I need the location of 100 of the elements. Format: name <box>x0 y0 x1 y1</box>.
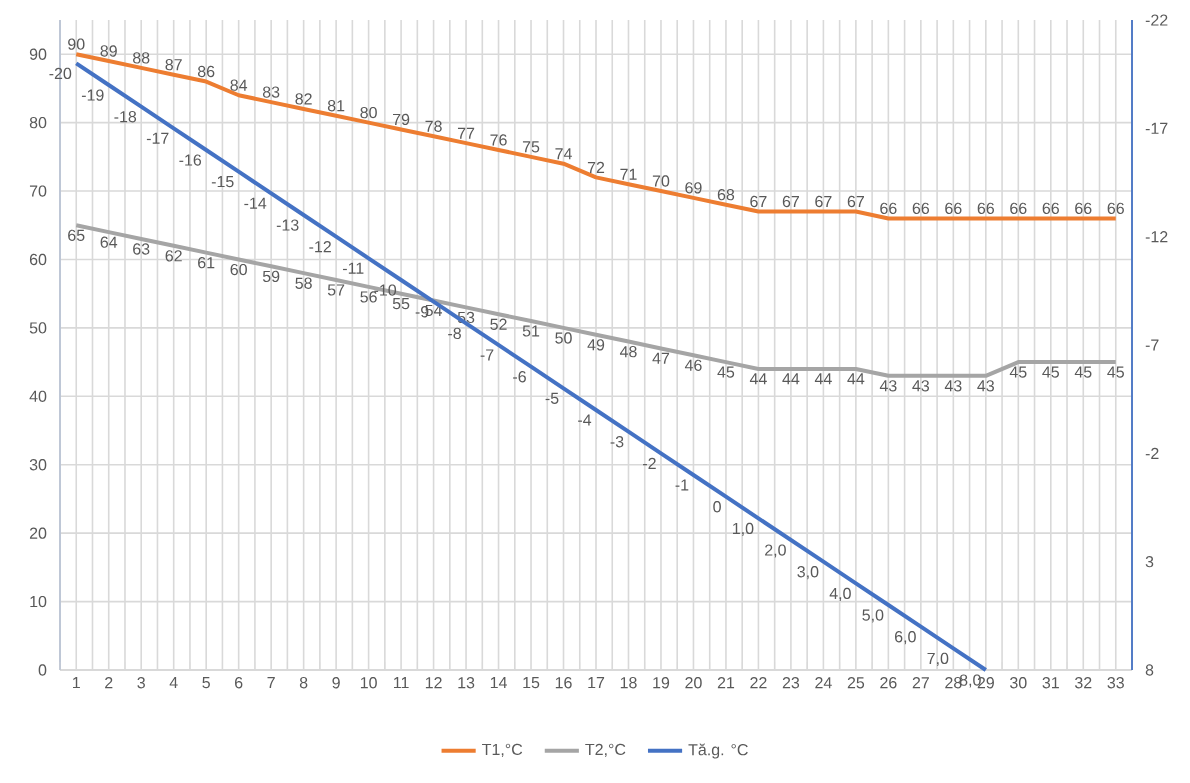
x-tick-label: 30 <box>1010 677 1027 689</box>
data-label: 52 <box>490 318 507 330</box>
data-label: -1 <box>675 479 689 491</box>
data-label: -12 <box>309 241 331 253</box>
x-tick-label: 18 <box>620 677 637 689</box>
data-label: 45 <box>1009 366 1027 378</box>
x-tick-label: 8 <box>299 677 308 689</box>
data-label: 1,0 <box>733 522 754 536</box>
x-tick-label: 25 <box>847 677 865 689</box>
x-tick-label: 24 <box>815 677 832 689</box>
y2-tick-label: -2 <box>1145 447 1159 459</box>
data-label: -2 <box>643 457 656 469</box>
data-label: -20 <box>49 67 72 80</box>
x-tick-label: 14 <box>490 677 507 689</box>
x-tick-label: 9 <box>332 677 340 689</box>
data-label: 67 <box>750 195 767 208</box>
data-label: 66 <box>945 202 962 215</box>
data-label: -19 <box>81 89 104 101</box>
x-tick-label: 13 <box>458 677 475 689</box>
data-label: 82 <box>295 93 312 105</box>
x-tick-label: 7 <box>267 677 275 689</box>
data-label: 67 <box>847 195 864 208</box>
data-label: 7,0 <box>927 652 949 666</box>
x-tick-label: 19 <box>653 677 670 689</box>
y2-tick-label: -22 <box>1145 14 1168 26</box>
data-label: 78 <box>425 120 442 132</box>
x-tick-label: 27 <box>912 677 929 689</box>
data-label: 49 <box>587 339 605 351</box>
data-label: 66 <box>1107 202 1124 215</box>
data-label: 66 <box>912 202 930 215</box>
data-label: -17 <box>146 132 169 144</box>
data-label: 2,0 <box>765 544 786 558</box>
x-tick-label: 31 <box>1042 677 1059 689</box>
data-label: 46 <box>684 359 702 371</box>
y-tick-label: 20 <box>29 527 47 539</box>
data-label: 71 <box>620 168 637 180</box>
x-tick-label: 21 <box>717 677 735 689</box>
data-label: 88 <box>133 52 150 64</box>
data-label: -16 <box>179 154 202 166</box>
x-tick-label: 11 <box>394 677 409 689</box>
data-label: 51 <box>522 325 540 337</box>
data-label: 75 <box>522 141 540 153</box>
y2-tick-label: 8 <box>1145 664 1154 676</box>
x-tick-label: 28 <box>945 677 962 689</box>
data-label: 45 <box>1107 366 1124 378</box>
data-label: 66 <box>1042 202 1059 215</box>
y-tick-label: 90 <box>29 48 47 60</box>
data-label: 44 <box>782 373 800 385</box>
y-tick-label: 0 <box>38 664 47 676</box>
x-tick-label: 17 <box>588 677 605 689</box>
data-label: 80 <box>360 106 377 119</box>
data-label: 65 <box>68 229 85 241</box>
x-tick-label: 20 <box>685 677 702 689</box>
y2-tick-label: 3 <box>1145 556 1154 568</box>
data-label: 72 <box>587 161 605 173</box>
data-label: 83 <box>262 86 280 98</box>
data-label: 44 <box>749 373 767 385</box>
data-label: 70 <box>652 175 670 187</box>
data-label: 61 <box>198 257 215 269</box>
data-label: 87 <box>165 59 182 71</box>
data-label: 67 <box>782 195 799 208</box>
legend-label: Tă.g. °C <box>688 743 748 759</box>
data-label: 6,0 <box>895 631 916 645</box>
x-tick-label: 12 <box>425 677 442 689</box>
data-label: -15 <box>211 176 234 188</box>
data-label: 69 <box>685 182 702 194</box>
data-label: -7 <box>480 349 494 361</box>
y-tick-label: 60 <box>29 253 47 266</box>
data-label: 43 <box>977 380 994 392</box>
data-label: 4,0 <box>829 587 851 601</box>
data-label: 3,0 <box>797 566 819 580</box>
data-label: 66 <box>880 202 897 215</box>
x-tick-label: 23 <box>782 677 800 689</box>
data-label: 81 <box>327 100 345 112</box>
data-label: 47 <box>652 352 670 364</box>
y2-tick-label: -12 <box>1145 231 1168 243</box>
data-label: -14 <box>244 197 267 209</box>
data-label: 63 <box>133 243 150 255</box>
y-tick-label: 30 <box>29 459 47 471</box>
data-label: 5,0 <box>862 609 884 623</box>
x-tick-label: 2 <box>105 677 113 689</box>
y2-tick-label: -17 <box>1145 122 1168 134</box>
data-label: 43 <box>879 380 897 392</box>
data-label: 68 <box>717 189 735 201</box>
data-label: 58 <box>295 277 312 289</box>
x-tick-label: 22 <box>750 677 767 689</box>
data-label: -18 <box>114 111 137 123</box>
legend-label: T2,°C <box>585 743 626 757</box>
data-label: 60 <box>230 263 247 276</box>
x-tick-label: 5 <box>202 677 210 689</box>
data-label: 44 <box>847 373 865 385</box>
x-tick-label: 3 <box>137 677 145 689</box>
data-label: -5 <box>545 392 559 404</box>
legend-label: T1,°C <box>482 743 523 757</box>
x-tick-label: 4 <box>169 677 178 689</box>
data-label: 77 <box>457 127 475 139</box>
y-tick-label: 70 <box>29 185 47 197</box>
x-tick-label: 16 <box>555 677 572 689</box>
data-label: 62 <box>165 250 182 262</box>
data-label: -13 <box>276 219 299 231</box>
